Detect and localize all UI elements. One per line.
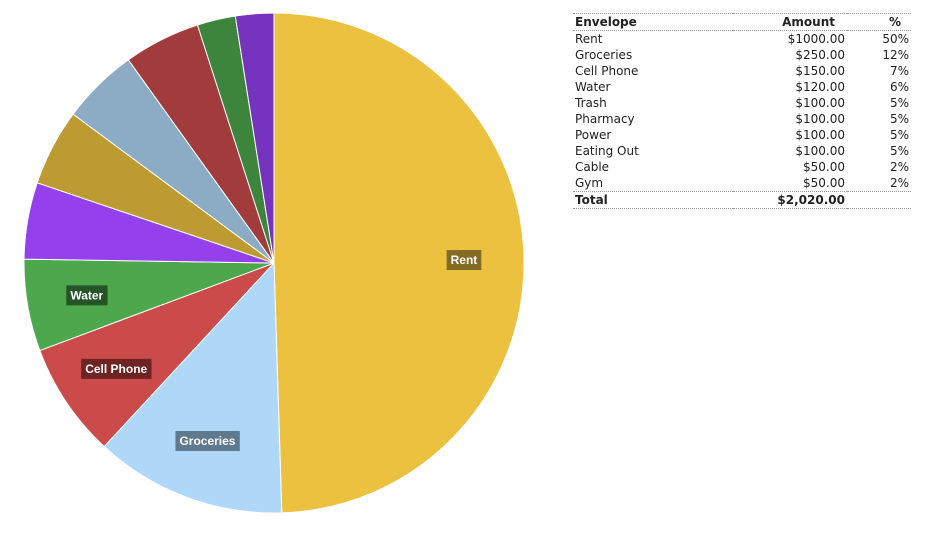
table-row: Rent $1000.00 50% (573, 31, 911, 48)
table-row: Eating Out $100.00 5% (573, 143, 911, 159)
row-percent: 5% (889, 144, 909, 158)
pie-slice-rent (273, 12, 525, 514)
row-percent: 7% (889, 64, 909, 78)
pie-slice-cell-phone (39, 262, 275, 448)
row-amount: $100.00 (795, 128, 845, 142)
row-amount: $100.00 (795, 144, 845, 158)
pie-label-text: Groceries (179, 434, 235, 448)
header-amount: Amount (733, 13, 847, 31)
row-amount: $100.00 (795, 112, 845, 126)
table-row: Power $100.00 5% (573, 127, 911, 143)
pie-label-water: Water (66, 285, 108, 306)
row-percent: 12% (882, 48, 909, 62)
row-percent: 5% (889, 112, 909, 126)
row-envelope: Cable (575, 160, 610, 174)
pie-label-text: Rent (451, 253, 478, 267)
pie-slice-gym (234, 12, 275, 264)
pie-label-background (446, 250, 482, 271)
row-amount: $100.00 (795, 96, 845, 110)
row-envelope: Water (575, 80, 611, 94)
row-envelope: Gym (575, 176, 604, 190)
row-envelope: Power (575, 128, 612, 142)
budget-pie-chart: Rent Groceries Cell Phone Water (23, 12, 525, 514)
pie-label-background (81, 358, 152, 379)
pie-label-rent: Rent (446, 250, 482, 271)
table-row: Cable $50.00 2% (573, 159, 911, 175)
pie-label-text: Water (70, 288, 103, 302)
table-row: Gym $50.00 2% (573, 175, 911, 192)
total-amount: $2,020.00 (733, 191, 847, 209)
row-amount: $1000.00 (787, 32, 845, 46)
pie-label-background (175, 430, 240, 451)
row-envelope: Cell Phone (575, 64, 639, 78)
pie-label-background (66, 285, 108, 306)
pie-label-text: Cell Phone (85, 362, 147, 376)
row-amount: $150.00 (795, 64, 845, 78)
pie-label-cell-phone: Cell Phone (81, 358, 152, 379)
header-percent: % (847, 13, 911, 31)
row-amount: $50.00 (803, 160, 845, 174)
table-row: Trash $100.00 5% (573, 95, 911, 111)
row-percent: 5% (889, 96, 909, 110)
row-envelope: Groceries (575, 48, 633, 62)
pie-label-groceries: Groceries (175, 430, 240, 451)
table-row: Water $120.00 6% (573, 79, 911, 95)
table-row: Pharmacy $100.00 5% (573, 111, 911, 127)
table-total-row: Total $2,020.00 (573, 191, 911, 209)
table-header-row: Envelope Amount % (573, 13, 911, 31)
row-amount: $50.00 (803, 176, 845, 190)
table-row: Cell Phone $150.00 7% (573, 63, 911, 79)
total-label: Total (573, 191, 733, 209)
row-envelope: Trash (575, 96, 607, 110)
total-percent (847, 191, 911, 209)
row-percent: 6% (889, 80, 909, 94)
row-envelope: Rent (575, 32, 603, 46)
header-envelope: Envelope (573, 13, 733, 31)
row-amount: $250.00 (795, 48, 845, 62)
row-percent: 5% (889, 128, 909, 142)
row-envelope: Pharmacy (575, 112, 635, 126)
table-row: Groceries $250.00 12% (573, 47, 911, 63)
row-percent: 2% (889, 176, 909, 190)
row-percent: 2% (889, 160, 909, 174)
envelope-table: Envelope Amount % Rent $1000.00 50% Groceri… (573, 13, 911, 209)
row-amount: $120.00 (795, 80, 845, 94)
row-envelope: Eating Out (575, 144, 639, 158)
row-percent: 50% (882, 32, 909, 46)
